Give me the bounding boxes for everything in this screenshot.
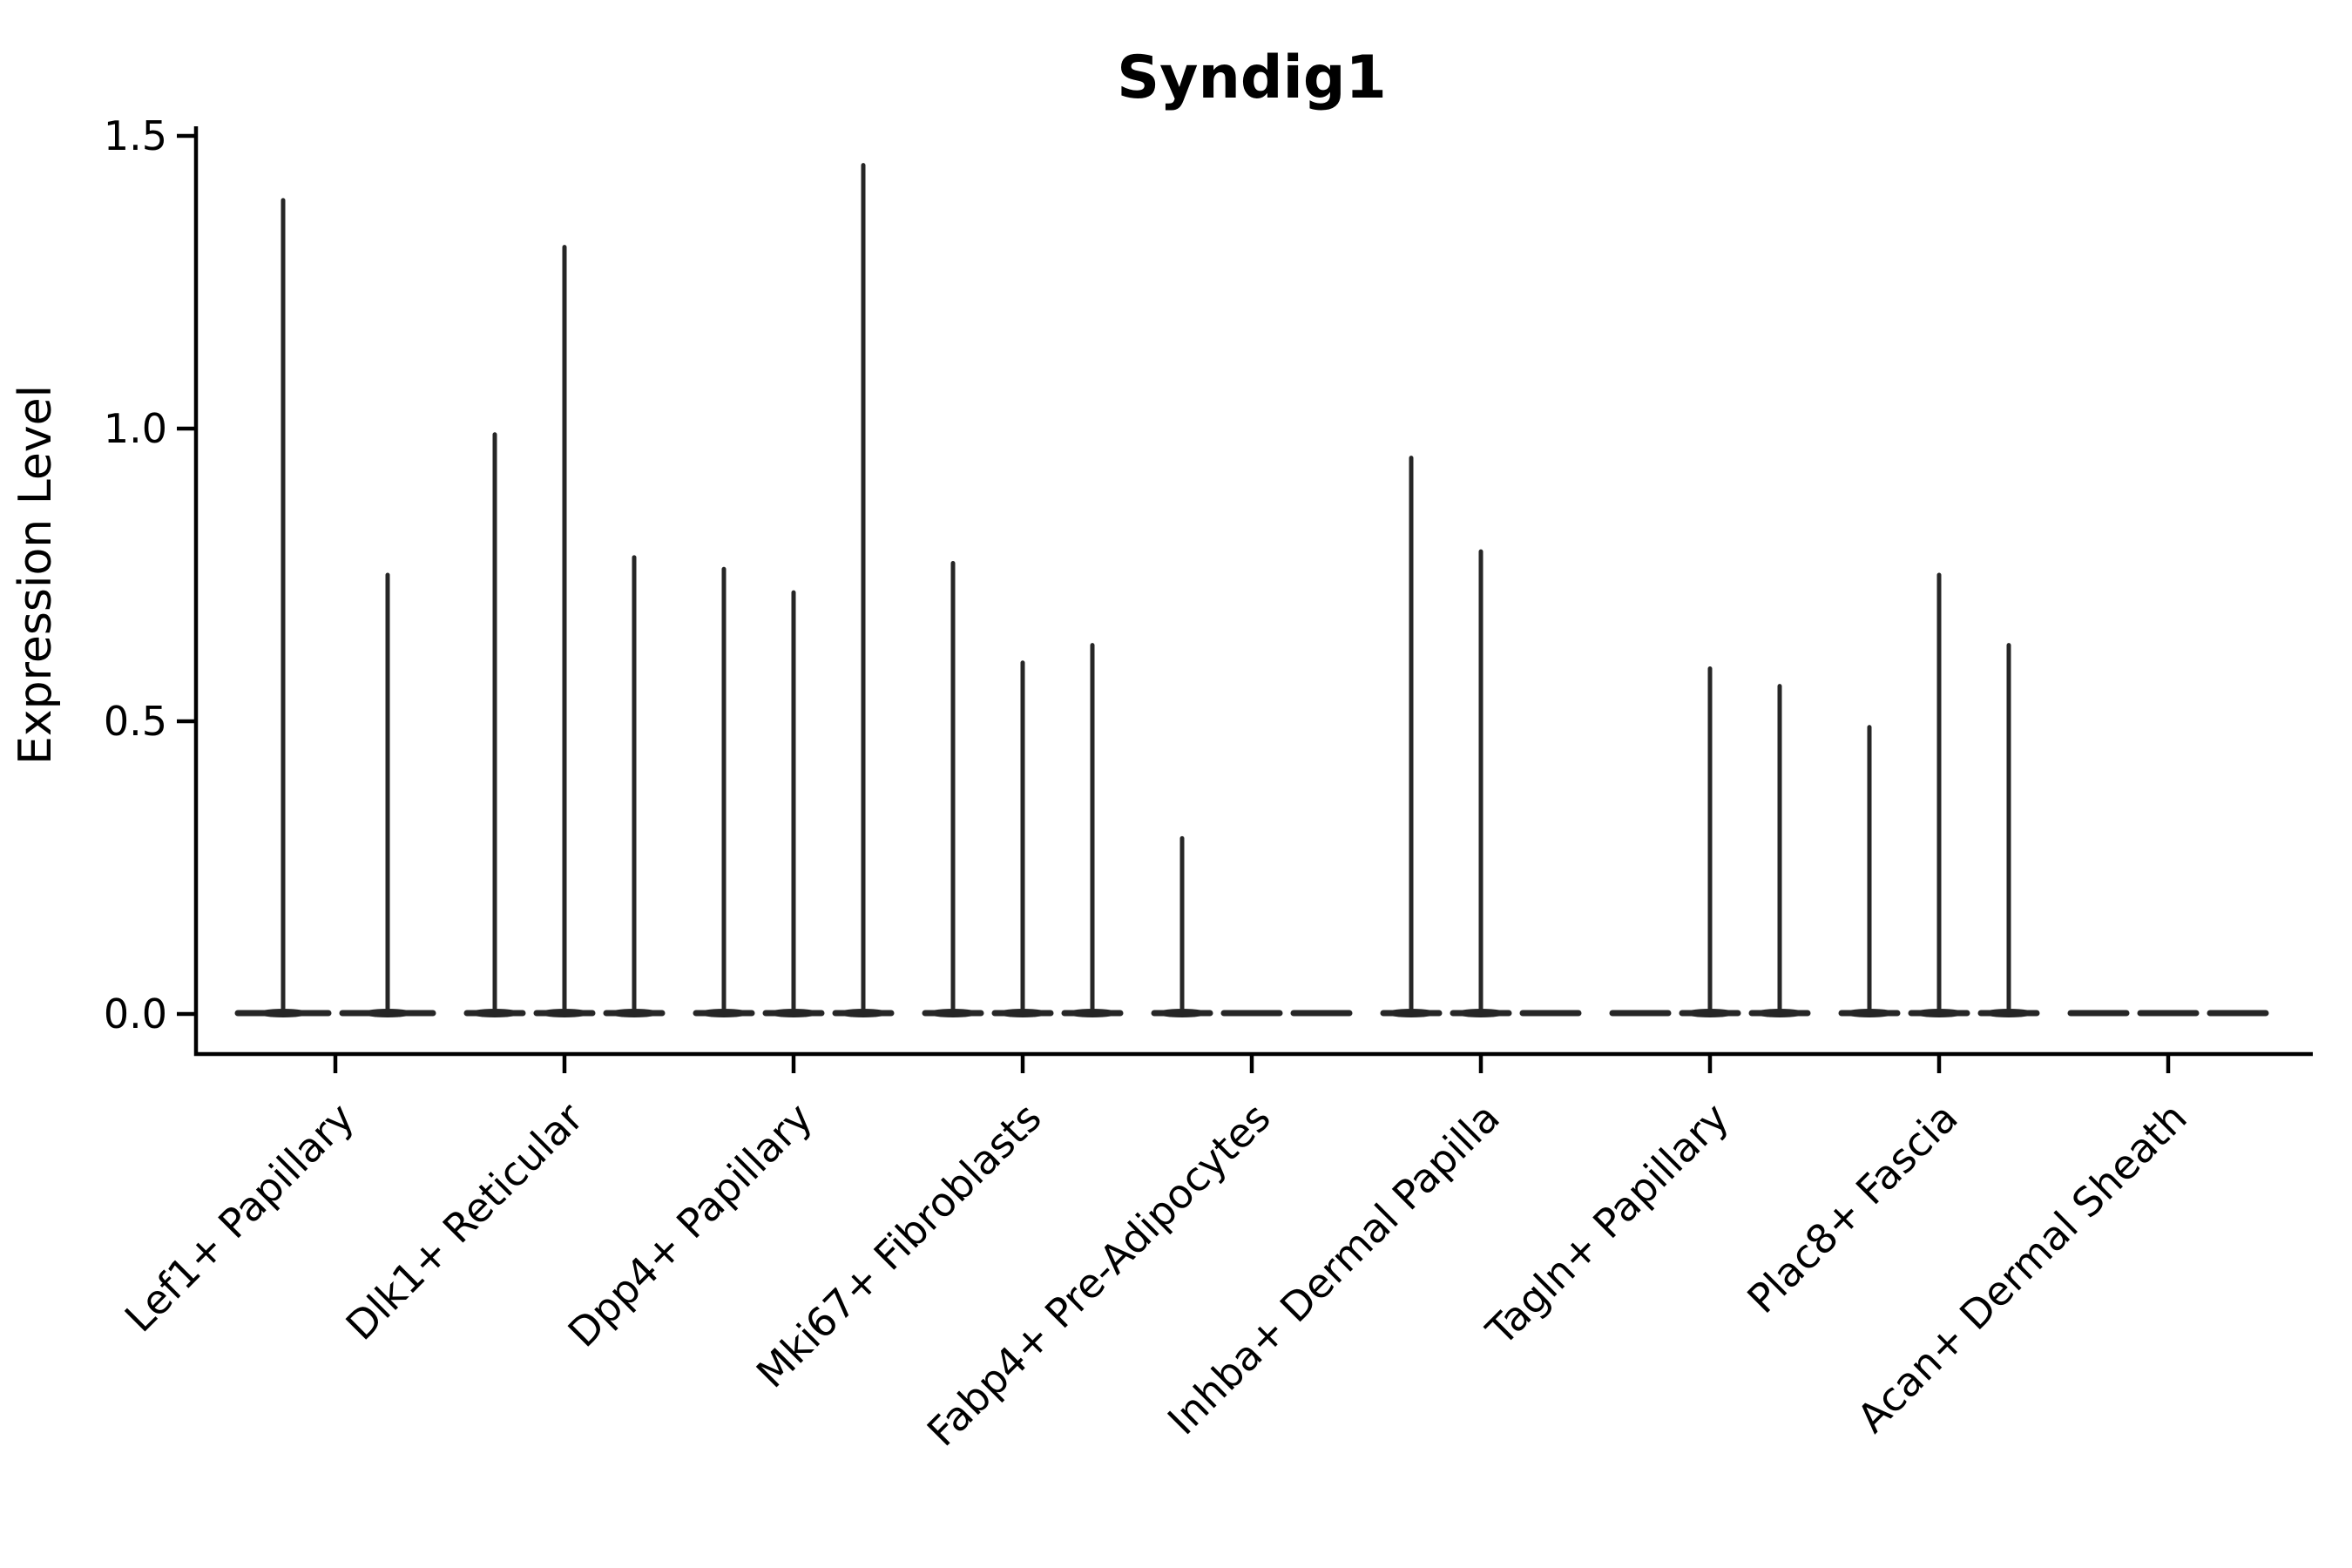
chart-title: Syndig1 — [1117, 44, 1387, 112]
x-tick-label: Dpp4+ Papillary — [559, 1094, 821, 1356]
y-tick-label: 0.0 — [104, 990, 167, 1037]
y-tick-label: 0.5 — [104, 698, 167, 745]
x-tick-label: Dlk1+ Reticular — [337, 1094, 592, 1349]
x-tick-label: Tagln+ Papillary — [1477, 1094, 1738, 1355]
axis-spines — [193, 126, 2313, 1057]
x-tick-label: Plac8+ Fascia — [1738, 1094, 1966, 1322]
y-tick-label: 1.0 — [104, 405, 167, 452]
x-tick-label: Lef1+ Papillary — [116, 1094, 363, 1342]
y-axis-label: Expression Level — [10, 385, 62, 765]
y-tick-label: 1.5 — [104, 112, 167, 159]
